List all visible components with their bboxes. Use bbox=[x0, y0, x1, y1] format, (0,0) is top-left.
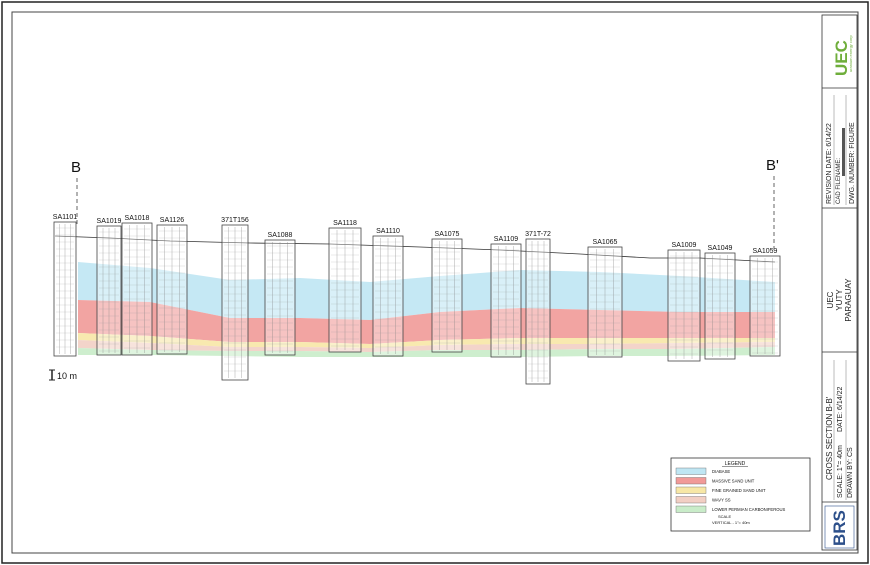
well-label: SA1049 bbox=[708, 245, 733, 252]
legend-item: MASSIVE SAND UNIT bbox=[675, 477, 755, 485]
well-label: SA1101 bbox=[53, 214, 77, 221]
legend-swatch bbox=[675, 467, 707, 475]
well-label: SA1118 bbox=[333, 220, 357, 227]
drawn-by: DRAWN BY: CS bbox=[847, 447, 854, 498]
well-label: SA1018 bbox=[125, 215, 150, 222]
ground-surface-line bbox=[54, 235, 776, 263]
stratigraphic-units bbox=[78, 262, 775, 357]
drawing-date: DATE: 6/14/22 bbox=[837, 386, 844, 432]
cad-filename-value bbox=[842, 128, 845, 176]
well-sa1009: SA1009 bbox=[667, 242, 701, 362]
well-label: SA1059 bbox=[753, 248, 778, 255]
lower-permian-carboniferous-unit bbox=[78, 347, 775, 357]
legend-swatch bbox=[675, 496, 707, 504]
fine-grained-sand-unit bbox=[78, 333, 775, 348]
uec-logo-text: UEC bbox=[832, 40, 851, 76]
section-end-right-label: B' bbox=[766, 157, 779, 174]
well-label: SA1088 bbox=[268, 232, 293, 239]
uec-logo bbox=[826, 22, 854, 82]
well-sa1088: SA1088 bbox=[264, 232, 296, 356]
well-sa1110: SA1110 bbox=[372, 228, 404, 357]
scale-bar-label: 10 m bbox=[57, 371, 77, 381]
well-sa1101: SA1101 bbox=[53, 214, 77, 357]
legend-item: WAVY SS bbox=[675, 496, 731, 504]
well-sa1075: SA1075 bbox=[431, 231, 463, 353]
project-name: YUTY bbox=[835, 289, 844, 311]
legend-scale-title: SCALE bbox=[718, 514, 731, 519]
well-label: 371T156 bbox=[221, 217, 249, 224]
well-label: SA1075 bbox=[435, 231, 460, 238]
legend-label: LOWER PERMIAN CARBONIFEROUS bbox=[712, 507, 785, 512]
legend-swatch bbox=[675, 505, 707, 513]
legend-item: FINE GRAINED SAND UNIT bbox=[675, 486, 766, 494]
well-sa1049: SA1049 bbox=[704, 245, 736, 360]
well-sa1126: SA1126 bbox=[156, 217, 188, 355]
legend-swatch bbox=[675, 486, 707, 494]
legend-item: DIABASE bbox=[675, 467, 730, 475]
well-sa1059: SA1059 bbox=[749, 248, 781, 357]
well-label: SA1126 bbox=[160, 217, 184, 224]
legend-swatch bbox=[675, 477, 707, 485]
title-block: UEC uranium energy corp REVISION DATE: 6… bbox=[821, 14, 858, 551]
legend-scale-text: VERTICAL - 1"= 40m bbox=[712, 520, 750, 525]
legend-label: FINE GRAINED SAND UNIT bbox=[712, 488, 766, 493]
well-sa1109: SA1109 bbox=[490, 236, 522, 358]
well-label: SA1019 bbox=[97, 218, 122, 225]
legend: LEGEND DIABASE MASSIVE SAND UNIT FINE GRAI… bbox=[670, 457, 811, 532]
revision-date: REVISION DATE: 6/14/22 bbox=[826, 123, 833, 204]
well-label: SA1109 bbox=[494, 236, 518, 243]
well-sa1018: SA1018 bbox=[121, 215, 153, 356]
country-name: PARAGUAY bbox=[844, 278, 853, 322]
well-371t156: 371T156 bbox=[221, 217, 249, 381]
well-label: SA1009 bbox=[672, 242, 697, 249]
brs-logo-text: BRS bbox=[830, 510, 849, 546]
drawing-number: DWG. NUMBER: FIGURE bbox=[849, 122, 856, 204]
well-sa1118: SA1118 bbox=[328, 220, 362, 353]
well-logs: SA1101 SA1019 SA1018 SA1126 371T156 SA1088 SA1… bbox=[53, 214, 781, 385]
well-label: SA1065 bbox=[593, 239, 618, 246]
drawing-title: CROSS SECTION B-B' bbox=[825, 396, 834, 480]
well-sa1065: SA1065 bbox=[587, 239, 623, 358]
uec-logo-subtext: uranium energy corp bbox=[848, 35, 853, 72]
well-label: 371T-72 bbox=[525, 231, 551, 238]
legend-label: DIABASE bbox=[712, 469, 730, 474]
massive-sand-unit bbox=[78, 300, 775, 344]
legend-title: LEGEND bbox=[725, 461, 746, 467]
legend-label: WAVY SS bbox=[712, 498, 731, 503]
legend-label: MASSIVE SAND UNIT bbox=[712, 479, 755, 484]
drawing-scale: SCALE: 1"= 40m bbox=[837, 445, 844, 498]
well-label: SA1110 bbox=[376, 228, 400, 235]
inner-border bbox=[11, 11, 859, 554]
diabase-unit bbox=[78, 262, 775, 320]
brs-logo bbox=[824, 505, 855, 549]
section-end-left-label: B bbox=[71, 159, 81, 176]
client-name: UEC bbox=[826, 291, 835, 308]
cad-filename: CAD FILENAME: bbox=[836, 158, 842, 204]
well-sa1019: SA1019 bbox=[97, 218, 122, 356]
well-371t-72: 371T-72 bbox=[525, 231, 551, 385]
legend-item: LOWER PERMIAN CARBONIFEROUS bbox=[675, 505, 785, 513]
